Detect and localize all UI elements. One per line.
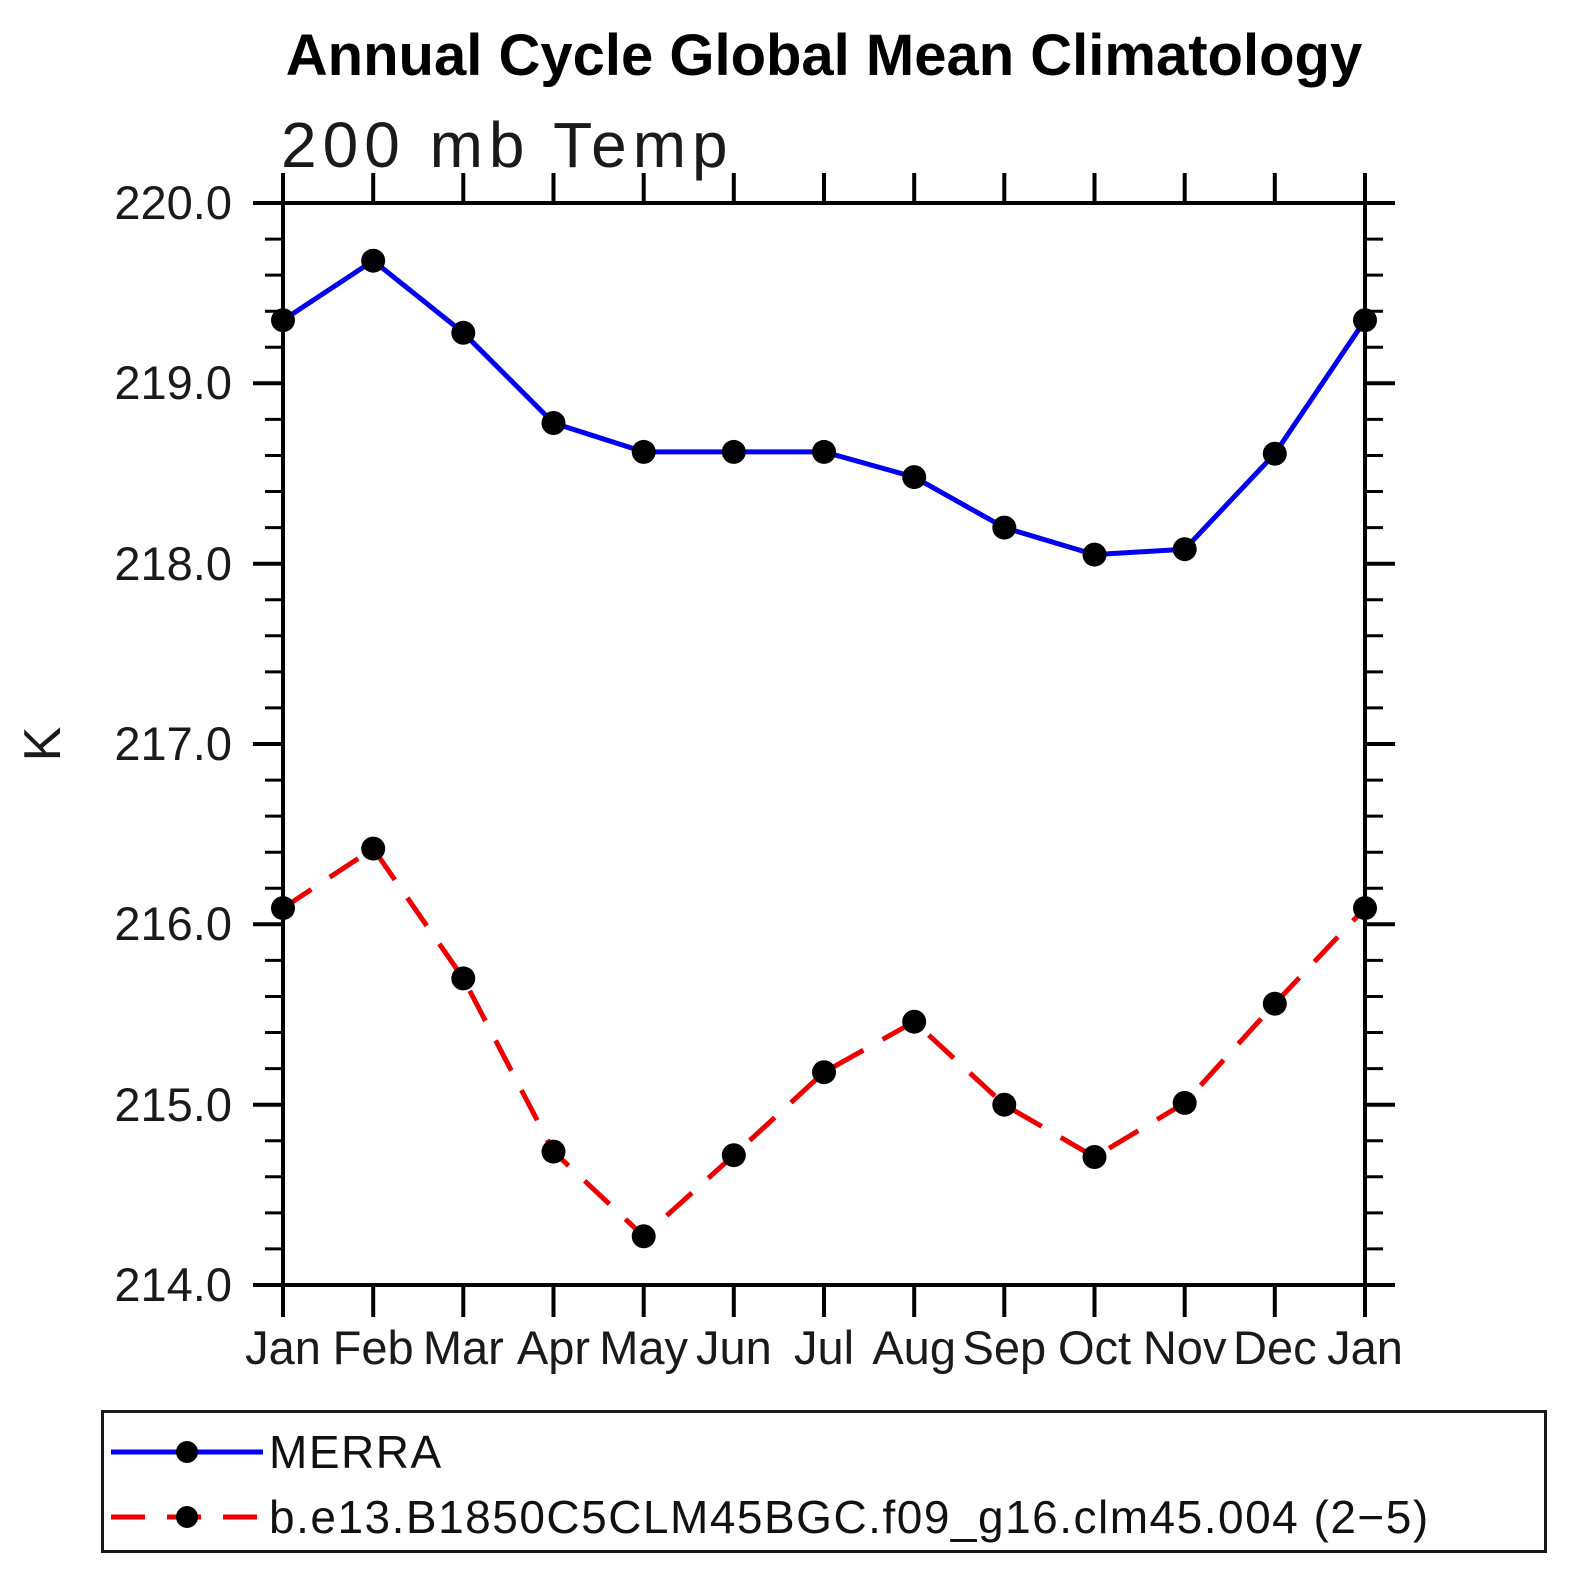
x-tick-label: Jan [245,1321,321,1374]
y-tick-label: 219.0 [114,356,232,410]
data-point-0-2 [451,320,476,345]
plot-frame [281,201,1367,1287]
data-point-1-5 [721,1143,746,1168]
x-tick-label: Jun [695,1321,772,1374]
x-tick-label: May [599,1321,689,1374]
data-point-0-8 [992,515,1017,540]
data-point-0-9 [1082,542,1107,567]
data-point-1-7 [902,1009,927,1034]
data-point-0-3 [541,411,566,435]
legend-marker-0 [176,1441,198,1463]
data-point-0-0 [271,308,295,333]
legend-sample-1 [111,1506,263,1528]
data-point-1-2 [451,966,476,991]
data-point-1-12 [1353,896,1377,921]
data-point-1-4 [631,1224,656,1249]
x-tick-label: Jul [793,1321,855,1374]
legend-sample-0 [111,1441,263,1463]
data-point-1-1 [361,836,386,861]
x-tick-label: Sep [962,1321,1047,1374]
y-tick-label: 214.0 [114,1258,232,1311]
y-tick-label: 220.0 [114,176,232,229]
data-point-1-9 [1082,1145,1107,1169]
chart-subtitle: 200 mb Temp [281,109,734,181]
y-tick-label: 216.0 [114,897,232,951]
data-point-1-6 [812,1060,836,1085]
data-point-0-1 [361,248,386,273]
data-point-0-10 [1172,537,1197,562]
data-point-0-6 [812,439,836,464]
x-tick-label: Jan [1327,1321,1403,1374]
x-tick-label: Oct [1057,1321,1132,1374]
x-tick-label: Apr [516,1321,591,1374]
y-tick-label: 218.0 [114,536,232,590]
data-point-1-8 [992,1092,1017,1117]
y-tick-label: 217.0 [114,717,232,770]
data-point-1-11 [1262,991,1287,1016]
data-point-0-4 [631,439,656,464]
y-tick-label: 215.0 [114,1077,232,1131]
data-point-0-7 [902,465,927,490]
legend-entry-0: MERRA [107,1426,443,1478]
data-point-0-12 [1353,308,1377,333]
legend-label-1: b.e13.B1850C5CLM45BGC.f09_g16.clm45.004 … [269,1491,1430,1543]
series-line-0 [281,257,1368,558]
x-tick-label: Dec [1233,1321,1317,1374]
data-point-1-10 [1172,1090,1197,1115]
x-tick-label: Mar [422,1321,504,1374]
x-tick-label: Nov [1142,1321,1227,1374]
x-tick-label: Aug [872,1321,956,1374]
legend-marker-1 [176,1506,198,1528]
data-point-1-3 [541,1139,566,1164]
chart-title: Annual Cycle Global Mean Climatology [285,23,1363,88]
data-point-0-11 [1262,441,1287,466]
legend-label-0: MERRA [269,1426,443,1478]
x-tick-label: Feb [332,1321,414,1374]
data-point-0-5 [721,439,746,464]
legend: MERRA b.e13.B1850C5CLM45BGC.f09_g16.clm45… [101,1410,1547,1553]
data-point-1-0 [271,896,295,921]
series-line-1 [281,845,1367,1240]
legend-entry-1: b.e13.B1850C5CLM45BGC.f09_g16.clm45.004 … [107,1491,1430,1543]
